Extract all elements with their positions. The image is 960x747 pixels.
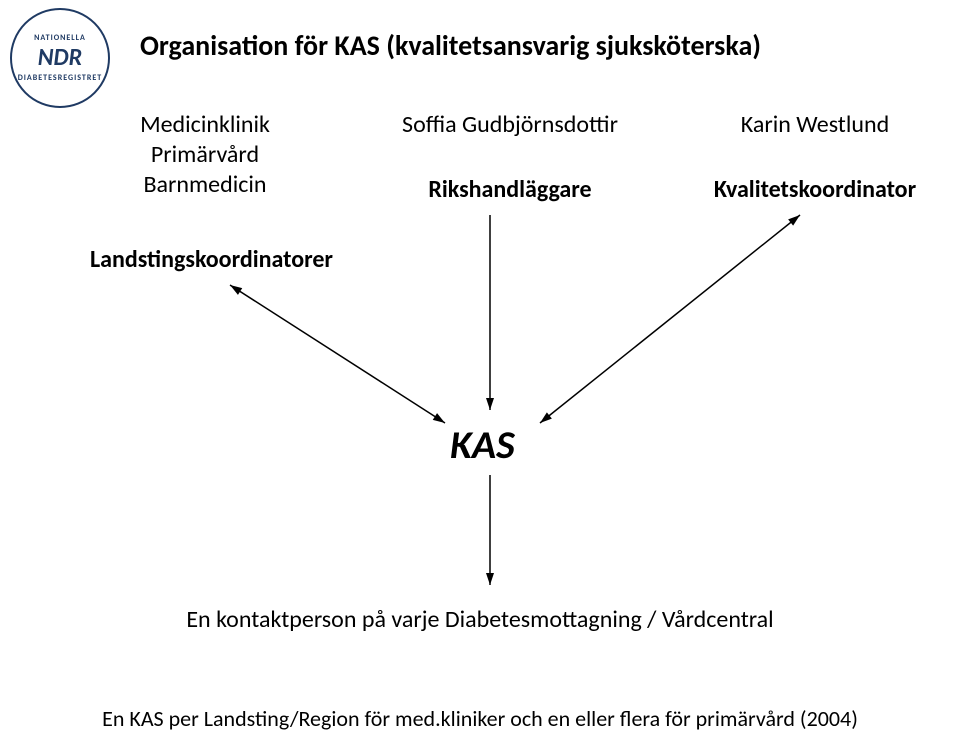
column-right-line: Karin Westlund <box>690 110 940 140</box>
column-center-line: Soffia Gudbjörnsdottir <box>380 110 640 140</box>
column-left-line: Barnmedicin <box>90 170 320 200</box>
column-center-label: Rikshandläggare <box>380 175 640 205</box>
logo-text-main: NDR <box>18 42 103 74</box>
column-right: Karin Westlund <box>690 110 940 140</box>
column-left-label: Landstingskoordinatorer <box>90 245 320 275</box>
center-node-kas: KAS <box>450 420 515 469</box>
column-center: Soffia Gudbjörnsdottir <box>380 110 640 140</box>
column-left-line: Primärvård <box>90 140 320 170</box>
bottom-text-0: En kontaktperson på varje Diabetesmottag… <box>0 605 960 634</box>
ndr-logo: NATIONELLA NDR DIABETESREGISTRET <box>10 8 110 108</box>
bottom-text-1: En KAS per Landsting/Region för med.klin… <box>0 705 960 732</box>
logo-text-top: NATIONELLA <box>18 34 103 42</box>
ndr-logo-inner: NATIONELLA NDR DIABETESREGISTRET <box>18 34 103 82</box>
column-left-line: Medicinklinik <box>90 110 320 140</box>
column-right-label: Kvalitetskoordinator <box>690 175 940 205</box>
page-title: Organisation för KAS (kvalitetsansvarig … <box>140 28 761 63</box>
column-left: MedicinklinikPrimärvårdBarnmedicin <box>90 110 320 200</box>
logo-text-bottom: DIABETESREGISTRET <box>18 74 103 82</box>
